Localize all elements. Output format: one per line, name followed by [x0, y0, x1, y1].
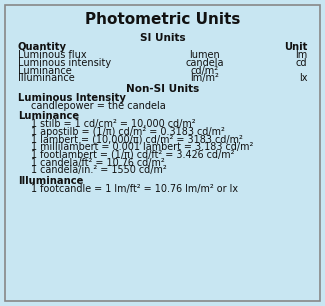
Text: 1 footcandle = 1 lm/ft² = 10.76 lm/m² or lx: 1 footcandle = 1 lm/ft² = 10.76 lm/m² or…: [31, 184, 238, 194]
Text: Illuminance: Illuminance: [18, 176, 83, 186]
Text: Luminous intensity: Luminous intensity: [18, 58, 111, 68]
Text: lumen: lumen: [189, 50, 220, 61]
Text: Luminous Intensity: Luminous Intensity: [18, 93, 126, 103]
Text: Illuminance: Illuminance: [18, 73, 75, 84]
Text: 1 candela/in.² = 1550 cd/m²: 1 candela/in.² = 1550 cd/m²: [31, 165, 167, 175]
Text: Non-SI Units: Non-SI Units: [126, 84, 199, 94]
Text: lm: lm: [295, 50, 307, 61]
Text: Unit: Unit: [284, 42, 307, 52]
FancyBboxPatch shape: [5, 5, 320, 301]
Text: cd: cd: [296, 58, 307, 68]
Text: lm/m²: lm/m²: [190, 73, 219, 84]
Text: Quantity: Quantity: [18, 42, 67, 52]
Text: Photometric Units: Photometric Units: [85, 12, 240, 27]
Text: lx: lx: [299, 73, 307, 84]
Text: Luminous flux: Luminous flux: [18, 50, 86, 61]
Text: 1 footlambert = (1/π) cd/ft² = 3.426 cd/m²: 1 footlambert = (1/π) cd/ft² = 3.426 cd/…: [31, 150, 234, 160]
Text: Luminance: Luminance: [18, 111, 79, 121]
Text: candela: candela: [186, 58, 224, 68]
Text: candlepower = the candela: candlepower = the candela: [31, 101, 166, 111]
Text: Luminance: Luminance: [18, 66, 72, 76]
Text: 1 lambert = (10,000/π) cd/m² = 3183 cd/m²: 1 lambert = (10,000/π) cd/m² = 3183 cd/m…: [31, 135, 243, 145]
Text: 1 stilb = 1 cd/cm² = 10,000 cd/m²: 1 stilb = 1 cd/cm² = 10,000 cd/m²: [31, 119, 196, 129]
Text: 1 apostilb = (1/π) cd/m² = 0.3183 cd/m²: 1 apostilb = (1/π) cd/m² = 0.3183 cd/m²: [31, 127, 225, 137]
Text: 1 candela/ft² = 10.76 cd/m²: 1 candela/ft² = 10.76 cd/m²: [31, 158, 165, 168]
Text: cd/m²: cd/m²: [191, 66, 219, 76]
Text: SI Units: SI Units: [140, 33, 185, 43]
Text: 1 millilambert = 0.001 lambert = 3.183 cd/m²: 1 millilambert = 0.001 lambert = 3.183 c…: [31, 142, 253, 152]
